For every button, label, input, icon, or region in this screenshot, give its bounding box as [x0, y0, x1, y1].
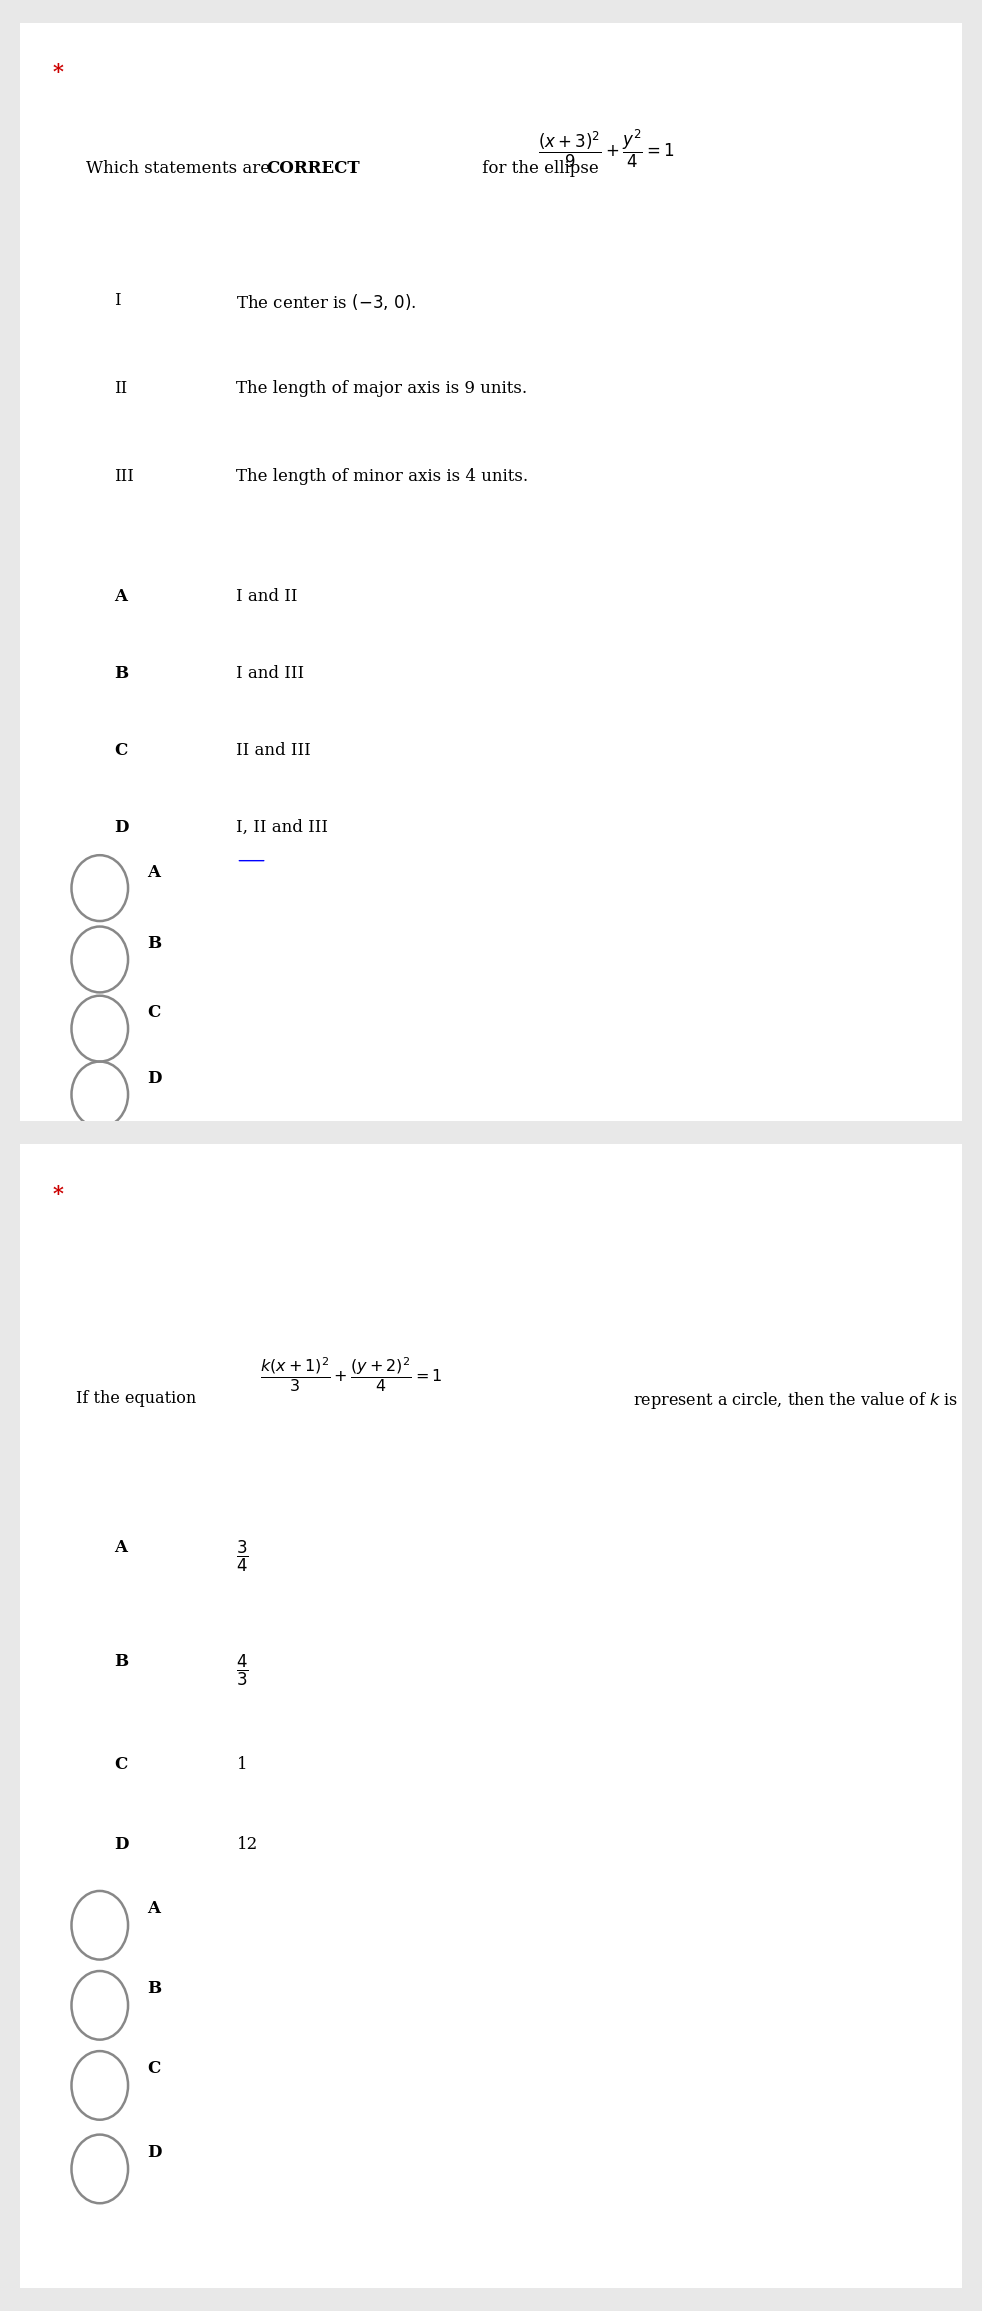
Text: C: C: [147, 1005, 160, 1021]
Text: 12: 12: [237, 1835, 257, 1853]
Text: B: B: [147, 1981, 161, 1997]
Text: $\dfrac{k(x+1)^2}{3}+\dfrac{(y+2)^2}{4}=1$: $\dfrac{k(x+1)^2}{3}+\dfrac{(y+2)^2}{4}=…: [260, 1357, 442, 1394]
Text: D: D: [147, 1070, 161, 1088]
Text: *: *: [53, 62, 64, 81]
Text: for the ellipse: for the ellipse: [477, 159, 599, 178]
Text: B: B: [114, 1652, 128, 1671]
Text: A: A: [114, 589, 127, 605]
Text: A: A: [147, 1900, 160, 1918]
Text: B: B: [114, 666, 128, 682]
Text: C: C: [114, 1756, 127, 1773]
Text: C: C: [114, 742, 127, 758]
Text: D: D: [147, 2145, 161, 2161]
FancyBboxPatch shape: [6, 7, 976, 1137]
Text: II and III: II and III: [237, 742, 311, 758]
Text: III: III: [114, 467, 134, 485]
Text: $\dfrac{4}{3}$: $\dfrac{4}{3}$: [237, 1652, 249, 1689]
Text: I and II: I and II: [237, 589, 298, 605]
Text: I, II and III: I, II and III: [237, 818, 328, 837]
Text: If the equation: If the equation: [77, 1389, 196, 1407]
Text: I and III: I and III: [237, 666, 304, 682]
Text: A: A: [114, 1539, 127, 1555]
Text: $\dfrac{3}{4}$: $\dfrac{3}{4}$: [237, 1539, 249, 1574]
FancyBboxPatch shape: [6, 1128, 976, 2304]
Text: Which statements are: Which statements are: [85, 159, 275, 178]
Text: CORRECT: CORRECT: [267, 159, 360, 178]
Text: $\dfrac{(x+3)^2}{9}+\dfrac{y^2}{4}=1$: $\dfrac{(x+3)^2}{9}+\dfrac{y^2}{4}=1$: [538, 127, 675, 169]
Text: I: I: [114, 291, 121, 310]
Text: D: D: [114, 1835, 129, 1853]
Text: 1: 1: [237, 1756, 247, 1773]
Text: D: D: [114, 818, 129, 837]
Text: The length of major axis is 9 units.: The length of major axis is 9 units.: [237, 379, 527, 397]
Text: The center is $(-3,\,0)$.: The center is $(-3,\,0)$.: [237, 291, 417, 312]
Text: B: B: [147, 936, 161, 952]
Text: C: C: [147, 2059, 160, 2078]
Text: represent a circle, then the value of $k$ is: represent a circle, then the value of $k…: [627, 1389, 957, 1412]
Text: A: A: [147, 864, 160, 880]
Text: II: II: [114, 379, 127, 397]
Text: *: *: [53, 1183, 64, 1204]
Text: The length of minor axis is 4 units.: The length of minor axis is 4 units.: [237, 467, 528, 485]
